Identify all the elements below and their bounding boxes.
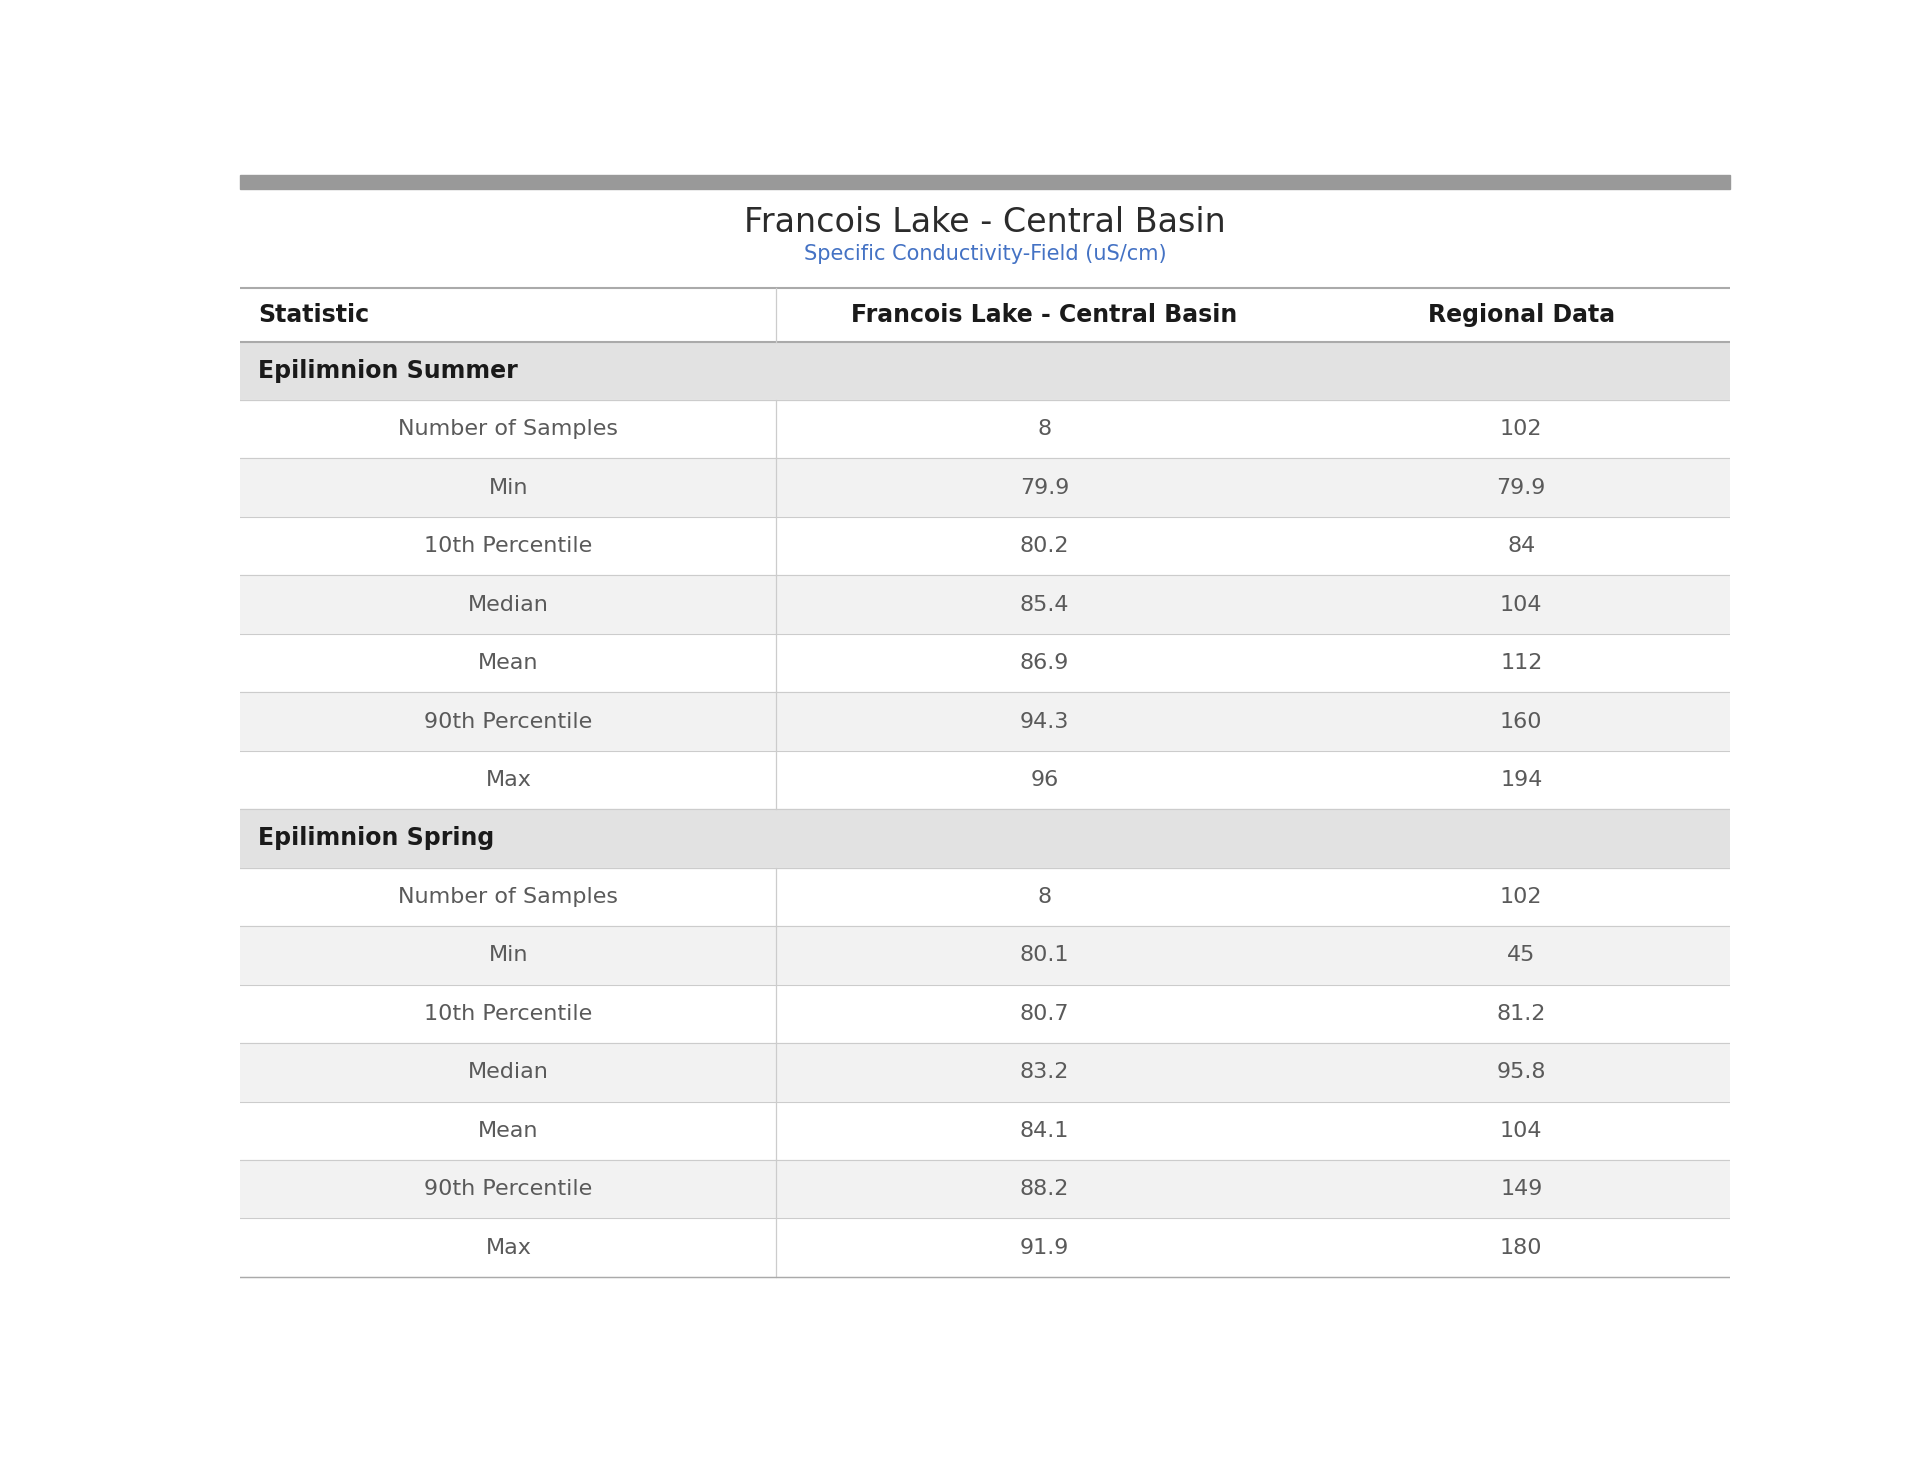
Text: 45: 45 [1507, 946, 1536, 965]
Text: 102: 102 [1499, 419, 1543, 439]
Text: Number of Samples: Number of Samples [398, 886, 619, 907]
Text: 104: 104 [1499, 594, 1543, 615]
Text: 91.9: 91.9 [1021, 1238, 1069, 1257]
Bar [240, 288, 1730, 342]
Text: 90th Percentile: 90th Percentile [425, 1180, 592, 1199]
Text: Specific Conductivity-Field (uS/cm): Specific Conductivity-Field (uS/cm) [803, 244, 1167, 264]
Text: 86.9: 86.9 [1021, 653, 1069, 673]
Text: 8: 8 [1038, 419, 1051, 439]
Text: 10th Percentile: 10th Percentile [425, 536, 592, 556]
Text: Median: Median [467, 1063, 550, 1082]
Text: 96: 96 [1030, 769, 1059, 790]
Bar [240, 809, 1730, 867]
Text: Statistic: Statistic [258, 302, 369, 327]
Text: 80.1: 80.1 [1021, 946, 1069, 965]
Text: Epilimnion Spring: Epilimnion Spring [258, 826, 494, 851]
Text: 81.2: 81.2 [1497, 1004, 1545, 1023]
Bar [240, 634, 1730, 692]
Text: 160: 160 [1499, 711, 1543, 731]
Text: 149: 149 [1499, 1180, 1543, 1199]
Bar [240, 517, 1730, 575]
Text: 84: 84 [1507, 536, 1536, 556]
Bar [240, 400, 1730, 458]
Text: Mean: Mean [479, 1121, 538, 1140]
Text: Francois Lake - Central Basin: Francois Lake - Central Basin [744, 206, 1226, 239]
Text: 80.7: 80.7 [1021, 1004, 1069, 1023]
Bar [240, 575, 1730, 634]
Bar [240, 926, 1730, 984]
Text: 104: 104 [1499, 1121, 1543, 1140]
Text: Number of Samples: Number of Samples [398, 419, 619, 439]
Bar [240, 1161, 1730, 1219]
Bar [240, 1101, 1730, 1161]
Bar [240, 984, 1730, 1042]
Bar [240, 342, 1730, 400]
Bar [240, 1219, 1730, 1278]
Text: Median: Median [467, 594, 550, 615]
Text: Max: Max [486, 1238, 530, 1257]
Text: 194: 194 [1499, 769, 1543, 790]
Text: 95.8: 95.8 [1497, 1063, 1545, 1082]
Text: 85.4: 85.4 [1021, 594, 1069, 615]
Text: Min: Min [488, 946, 529, 965]
Text: 90th Percentile: 90th Percentile [425, 711, 592, 731]
Bar [240, 175, 1730, 188]
Text: Epilimnion Summer: Epilimnion Summer [258, 359, 517, 383]
Bar [240, 458, 1730, 517]
Text: Min: Min [488, 477, 529, 498]
Bar [240, 750, 1730, 809]
Text: Francois Lake - Central Basin: Francois Lake - Central Basin [851, 302, 1238, 327]
Text: 80.2: 80.2 [1021, 536, 1069, 556]
Text: Regional Data: Regional Data [1428, 302, 1614, 327]
Text: 112: 112 [1499, 653, 1543, 673]
Text: 88.2: 88.2 [1021, 1180, 1069, 1199]
Text: Mean: Mean [479, 653, 538, 673]
Text: 79.9: 79.9 [1021, 477, 1069, 498]
Text: 10th Percentile: 10th Percentile [425, 1004, 592, 1023]
Text: Max: Max [486, 769, 530, 790]
Bar [240, 867, 1730, 926]
Text: 79.9: 79.9 [1497, 477, 1545, 498]
Text: 84.1: 84.1 [1021, 1121, 1069, 1140]
Bar [240, 692, 1730, 750]
Text: 83.2: 83.2 [1021, 1063, 1069, 1082]
Text: 94.3: 94.3 [1021, 711, 1069, 731]
Text: 102: 102 [1499, 886, 1543, 907]
Bar [240, 1042, 1730, 1101]
Text: 8: 8 [1038, 886, 1051, 907]
Text: 180: 180 [1499, 1238, 1543, 1257]
